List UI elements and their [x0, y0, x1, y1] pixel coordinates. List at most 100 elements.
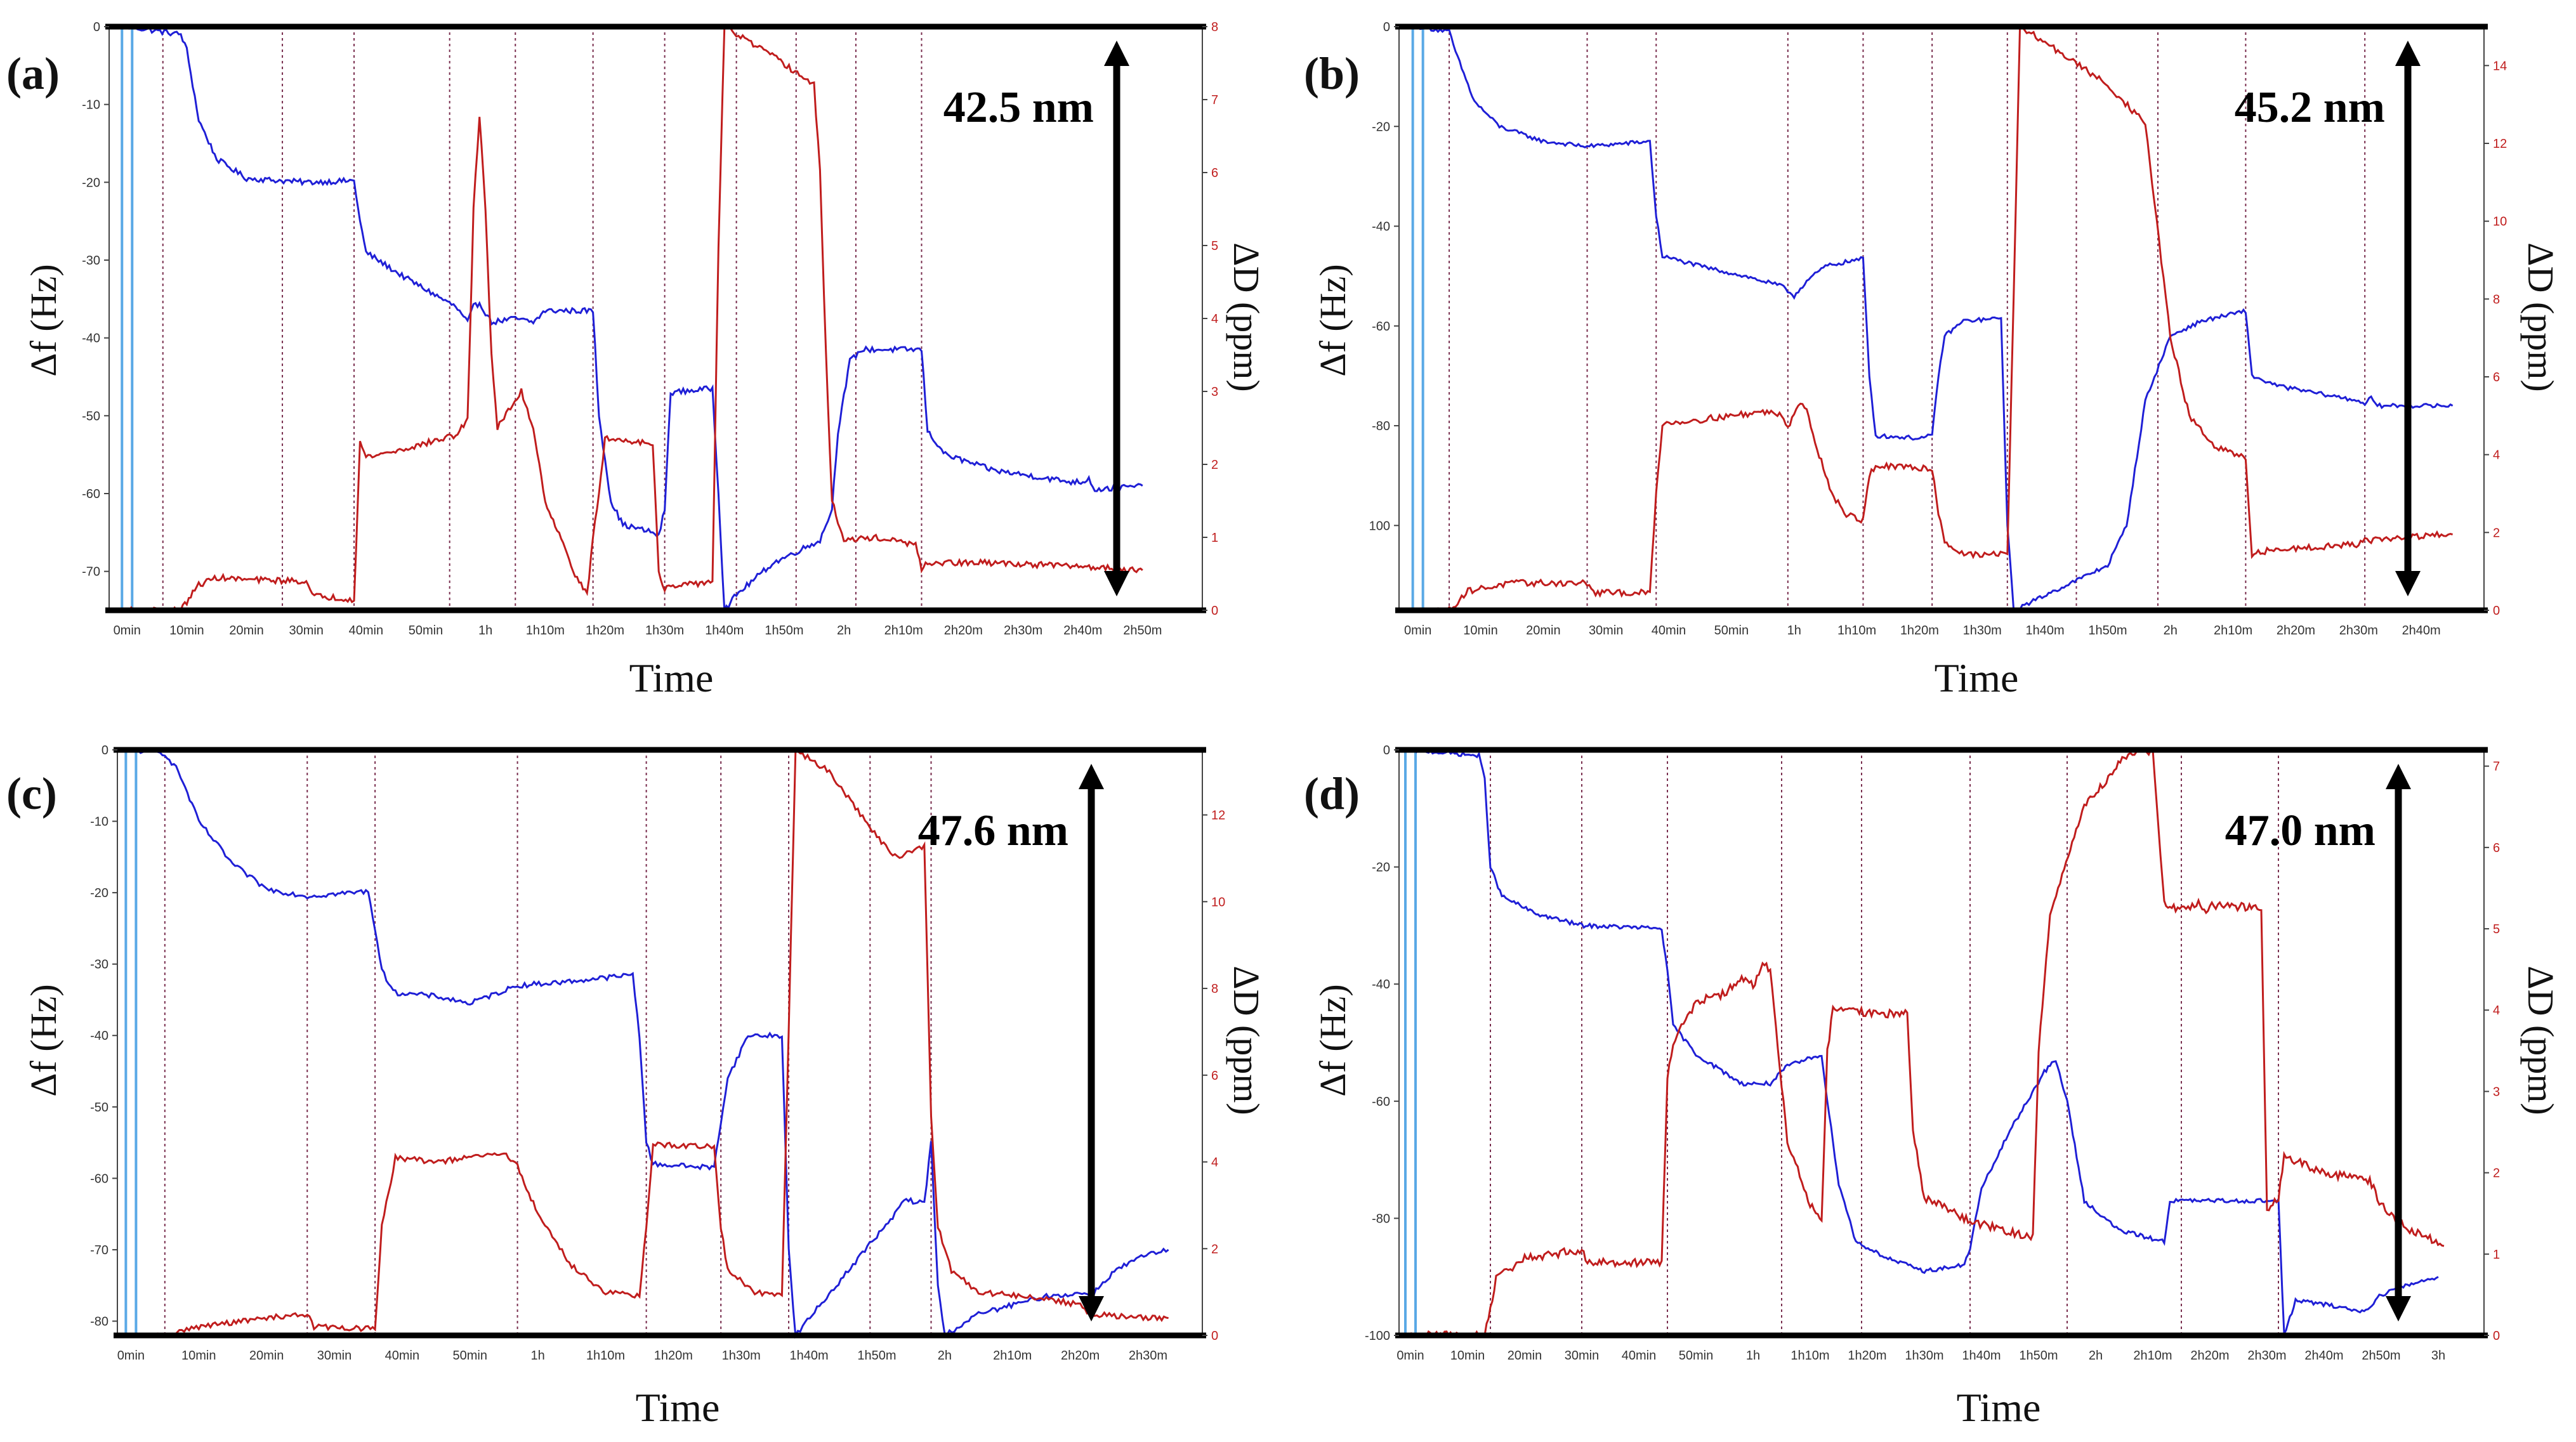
x-tick-label: 1h10m: [586, 1349, 625, 1363]
dissipation-series: [1409, 749, 2445, 1337]
x-tick-label: 1h: [531, 1349, 545, 1363]
x-tick-label: 1h50m: [765, 624, 803, 638]
x-tick-label: 30min: [1589, 624, 1623, 638]
right-tick-label: 2: [1211, 1242, 1218, 1256]
x-tick-label: 1h10m: [526, 624, 565, 638]
frequency-series: [1417, 25, 2454, 612]
panel-a: 0 -10 -20 -30 -40 -50 -60 -70 0 1 2 3 4 5 6 7 8 0min 10min…: [6, 20, 1267, 700]
left-tick-label: -40: [82, 332, 100, 346]
x-tick-label: 2h10m: [884, 624, 923, 638]
right-tick-label: 6: [2493, 370, 2500, 384]
x-tick-label: 3h: [2431, 1349, 2445, 1363]
x-axis-title: Time: [1935, 655, 2019, 700]
right-axis-title: ΔD (ppm): [2520, 242, 2561, 391]
right-tick-label: 0: [1211, 1329, 1218, 1343]
thickness-annotation: 42.5 nm: [943, 83, 1094, 132]
right-tick-label: 8: [1211, 982, 1218, 996]
x-tick-label: 1h30m: [1963, 624, 2002, 638]
x-axis-title: Time: [636, 1385, 720, 1430]
x-tick-label: 2h: [2089, 1349, 2103, 1363]
right-tick-label: 0: [2493, 1329, 2500, 1343]
x-tick-label: 20min: [249, 1349, 284, 1363]
right-tick-label: 4: [1211, 312, 1218, 326]
left-tick-label: -20: [1372, 120, 1390, 134]
x-tick-label: 40min: [1652, 624, 1686, 638]
x-tick-label: 2h10m: [2133, 1349, 2172, 1363]
x-tick-label: 0min: [117, 1349, 145, 1363]
right-axis-title: ΔD (ppm): [2520, 966, 2561, 1115]
left-axis-title: Δf (Hz): [1312, 264, 1353, 376]
panel-label: (a): [6, 48, 60, 99]
panel-label: (c): [6, 768, 57, 819]
x-tick-label: 10min: [181, 1349, 216, 1363]
left-tick-label: 0: [93, 20, 100, 34]
left-tick-label: 0: [1383, 20, 1390, 34]
right-tick-label: 6: [1211, 166, 1218, 180]
right-tick-label: 10: [1211, 895, 1225, 909]
thickness-annotation: 47.6 nm: [918, 806, 1068, 855]
right-tick-label: 7: [1211, 93, 1218, 107]
x-tick-label: 2h20m: [944, 624, 983, 638]
right-axis-title: ΔD (ppm): [1226, 242, 1267, 391]
left-tick-label: -80: [1372, 419, 1390, 433]
x-tick-label: 20min: [1526, 624, 1560, 638]
x-tick-label: 1h20m: [586, 624, 624, 638]
arrow-head-down: [2386, 1296, 2411, 1321]
left-tick-label: -80: [1372, 1212, 1390, 1226]
x-tick-label: 0min: [1396, 1349, 1424, 1363]
x-tick-label: 20min: [1508, 1349, 1542, 1363]
x-axis-title: Time: [1957, 1385, 2041, 1430]
left-tick-label: -60: [1372, 320, 1390, 334]
x-tick-label: 1h40m: [1962, 1349, 2001, 1363]
x-tick-label: 2h50m: [2362, 1349, 2400, 1363]
x-axis-title: Time: [629, 655, 714, 700]
right-tick-label: 6: [2493, 841, 2500, 855]
left-tick-label: -60: [1372, 1095, 1390, 1109]
x-tick-label: 1h40m: [705, 624, 744, 638]
right-tick-label: 1: [1211, 531, 1218, 545]
right-tick-label: 8: [2493, 292, 2500, 306]
x-tick-label: 1h20m: [1900, 624, 1939, 638]
x-tick-label: 0min: [1404, 624, 1431, 638]
x-tick-label: 2h40m: [2402, 624, 2441, 638]
x-tick-label: 1h: [1746, 1349, 1760, 1363]
x-tick-label: 1h30m: [645, 624, 684, 638]
right-tick-label: 8: [1211, 20, 1218, 34]
left-tick-label: -30: [90, 958, 108, 972]
x-tick-label: 2h20m: [2277, 624, 2315, 638]
x-tick-label: 50min: [409, 624, 443, 638]
right-tick-label: 4: [1211, 1156, 1218, 1170]
x-tick-label: 1h10m: [1791, 1349, 1829, 1363]
x-tick-label: 2h40m: [1063, 624, 1102, 638]
x-tick-label: 1h10m: [1837, 624, 1876, 638]
x-tick-label: 1h40m: [2026, 624, 2065, 638]
x-tick-label: 2h30m: [1004, 624, 1042, 638]
arrow-head-down: [1104, 571, 1129, 596]
panel-label: (b): [1304, 48, 1360, 99]
arrow-head-up: [2386, 764, 2411, 789]
panel-d: 0 -20 -40 -60 -80 -100 0 1 2 3 4 5 6 7 0min 10min 20min 3…: [1304, 744, 2561, 1430]
left-tick-label: -40: [1372, 220, 1390, 234]
left-tick-label: -10: [90, 815, 108, 829]
x-tick-label: 30min: [317, 1349, 352, 1363]
x-tick-label: 2h20m: [2190, 1349, 2229, 1363]
panel-b: 0 -20 -40 -60 -80 100 0 2 4 6 8 10 12 14 0min 10min 20mi…: [1304, 20, 2561, 700]
x-tick-label: 1h50m: [2088, 624, 2127, 638]
x-tick-label: 10min: [1450, 1349, 1485, 1363]
left-tick-label: -30: [82, 254, 100, 268]
left-tick-label: 100: [1369, 519, 1390, 533]
thickness-annotation: 45.2 nm: [2235, 83, 2385, 132]
left-tick-label: -10: [82, 98, 100, 112]
right-axis-title: ΔD (ppm): [1226, 966, 1267, 1115]
left-tick-label: -100: [1365, 1329, 1390, 1343]
x-tick-label: 1h40m: [790, 1349, 829, 1363]
left-tick-label: -50: [82, 409, 100, 423]
x-tick-label: 1h30m: [722, 1349, 761, 1363]
x-tick-label: 2h: [938, 1349, 952, 1363]
left-tick-label: 0: [102, 744, 108, 757]
x-tick-label: 2h40m: [2304, 1349, 2343, 1363]
left-axis-title: Δf (Hz): [1312, 984, 1353, 1096]
x-tick-label: 20min: [229, 624, 263, 638]
x-tick-label: 2h10m: [993, 1349, 1032, 1363]
